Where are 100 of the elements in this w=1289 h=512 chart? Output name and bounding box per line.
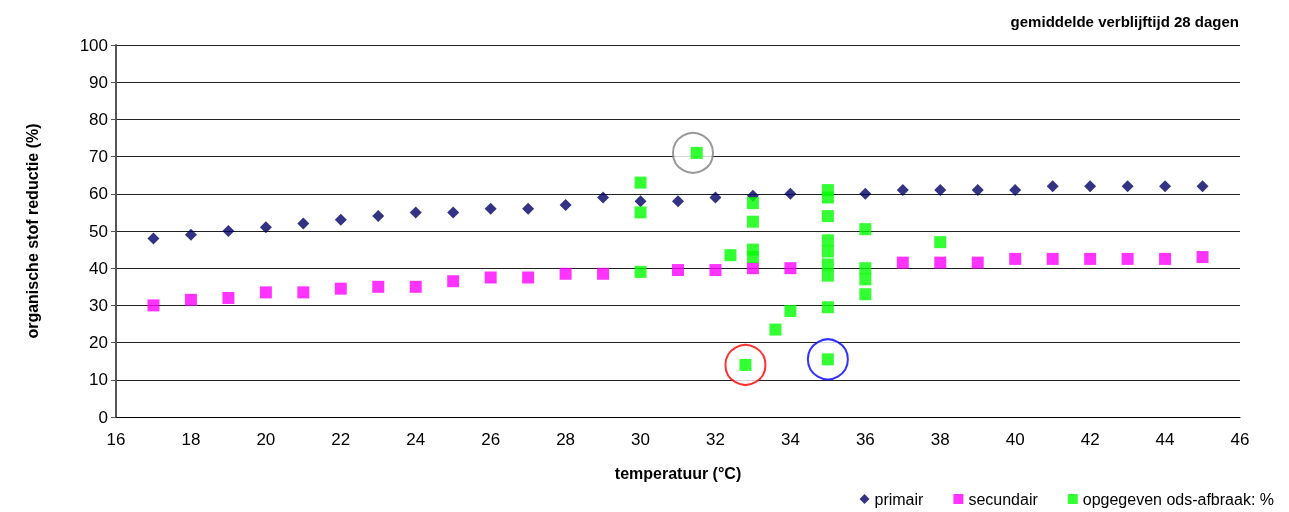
x-tick-label: 34: [780, 430, 800, 449]
point: [821, 301, 834, 314]
point: [409, 206, 422, 219]
x-tick-label: 28: [556, 430, 576, 449]
x-tick-label: 42: [1080, 430, 1100, 449]
x-tick-label: 46: [1230, 430, 1250, 449]
point: [597, 191, 610, 204]
point: [1121, 180, 1134, 193]
point: [784, 304, 797, 317]
text: gemiddelde verblijftijd 28 dagen: [1010, 13, 1240, 30]
y-tick-label: 10: [89, 370, 108, 390]
y-tick-label: 40: [89, 258, 108, 278]
point: [522, 271, 535, 284]
x-tick-label: 24: [406, 430, 426, 449]
legend-label: primair: [874, 490, 925, 508]
point: [1196, 251, 1209, 264]
point: [934, 256, 947, 269]
point: [447, 206, 460, 219]
point: [896, 256, 909, 269]
point: [222, 291, 235, 304]
y-tick-label: 60: [89, 184, 108, 204]
y-tick-label: 100: [79, 35, 108, 55]
point: [259, 221, 272, 234]
point: [259, 286, 272, 299]
y-tick-label: 30: [89, 295, 108, 315]
point: [784, 187, 797, 200]
point: [184, 293, 197, 306]
point: [334, 213, 347, 226]
point: [409, 280, 422, 293]
point: [859, 288, 872, 301]
point: [821, 258, 834, 271]
point: [1159, 252, 1172, 265]
point: [484, 202, 497, 215]
point: [784, 262, 797, 275]
point: [522, 202, 535, 215]
point: [934, 184, 947, 197]
point: [821, 269, 834, 282]
point: [1084, 252, 1097, 265]
point: [1009, 184, 1022, 197]
point: [634, 195, 647, 208]
point: [709, 191, 722, 204]
point: [297, 286, 310, 299]
y-tick-label: 70: [89, 147, 108, 167]
x-tick-label: 30: [631, 430, 650, 449]
point: [724, 249, 737, 262]
point: [821, 210, 834, 223]
point: [821, 245, 834, 258]
x-tick-label: 26: [481, 430, 501, 449]
point: [746, 262, 759, 275]
x-tick-label: 22: [331, 430, 351, 449]
point: [559, 198, 572, 211]
point: [746, 215, 759, 228]
x-tick-label: 32: [706, 430, 725, 449]
point: [634, 206, 647, 219]
point: [746, 197, 759, 210]
point: [821, 234, 834, 247]
point: [222, 225, 235, 237]
point: [1121, 252, 1134, 265]
x-tick-label: 20: [256, 430, 276, 449]
point: [1159, 180, 1172, 193]
y-axis-title: organische stof reductie (%): [23, 123, 41, 339]
point: [634, 176, 647, 189]
point: [1084, 180, 1097, 193]
x-tick-label: 44: [1155, 430, 1175, 449]
point: [971, 256, 984, 269]
point: [709, 264, 722, 277]
point: [859, 273, 872, 286]
x-tick-label: 18: [181, 430, 201, 449]
x-tick-label: 38: [930, 430, 950, 449]
x-tick-label: 40: [1005, 430, 1025, 449]
point: [147, 232, 160, 245]
y-tick-label: 50: [89, 221, 108, 241]
point: [896, 184, 909, 197]
point: [184, 228, 197, 241]
point: [297, 217, 310, 230]
y-tick-label: 20: [89, 333, 108, 353]
y-tick-label: 80: [89, 109, 108, 129]
point: [934, 236, 947, 249]
legend-label: secundair: [968, 490, 1039, 508]
point: [1009, 252, 1022, 265]
point: [672, 264, 684, 277]
y-tick-label: 0: [98, 407, 108, 427]
point: [859, 262, 872, 275]
point: [746, 251, 759, 264]
x-tick-label: 36: [855, 430, 875, 449]
x-tick-label: 16: [106, 430, 126, 449]
point: [672, 195, 684, 208]
x-axis-title: temperatuur (°C): [614, 464, 742, 482]
point: [859, 187, 872, 200]
point: [971, 184, 984, 197]
point: [372, 280, 385, 293]
point: [1196, 180, 1209, 193]
point: [597, 267, 610, 280]
point: [634, 265, 647, 278]
point: [1046, 180, 1059, 193]
point: [334, 282, 347, 295]
point: [447, 275, 460, 288]
point: [559, 267, 572, 280]
point: [147, 299, 160, 312]
point: [372, 210, 385, 223]
